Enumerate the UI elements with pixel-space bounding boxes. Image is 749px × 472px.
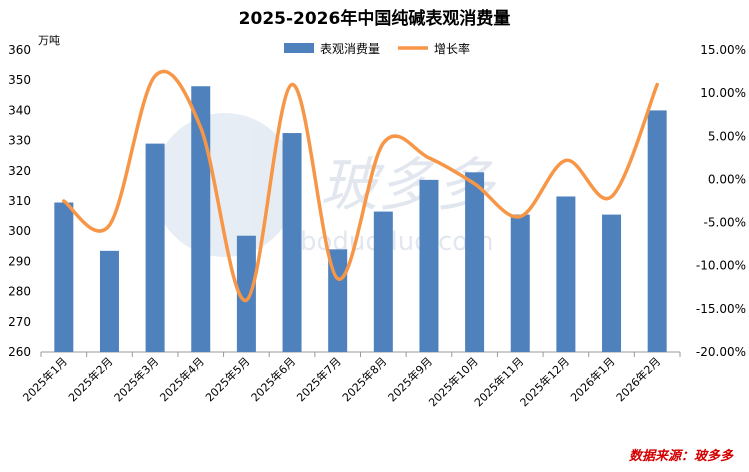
category-label: 2025年2月	[65, 354, 115, 404]
right-tick-label: 15.00%	[700, 43, 746, 57]
chart-title: 2025-2026年中国纯碱表观消费量	[238, 9, 511, 29]
right-tick-label: 5.00%	[708, 129, 746, 143]
bar	[647, 110, 667, 353]
bar	[373, 211, 393, 352]
bar	[99, 250, 119, 352]
category-label: 2025年1月	[20, 354, 70, 404]
right-tick-label: -20.00%	[696, 345, 746, 359]
bar	[465, 172, 485, 352]
bar	[54, 202, 74, 352]
legend-label-bar: 表观消费量	[320, 42, 380, 56]
right-tick-label: 0.00%	[708, 172, 746, 186]
bar	[510, 214, 530, 352]
bar	[236, 235, 256, 352]
category-label: 2025年7月	[294, 354, 344, 404]
legend-label-line: 增长率	[434, 41, 470, 56]
left-tick-label: 310	[8, 194, 31, 208]
category-label: 2025年8月	[339, 354, 389, 404]
left-tick-label: 270	[8, 315, 31, 329]
left-tick-label: 340	[8, 103, 31, 117]
right-tick-label: -10.00%	[696, 259, 746, 273]
category-label: 2026年1月	[567, 354, 617, 404]
bar	[556, 196, 576, 352]
data-source: 数据来源：玻多多	[628, 449, 733, 464]
left-tick-label: 280	[8, 285, 31, 299]
right-tick-label: -5.00%	[704, 216, 746, 230]
bar	[602, 214, 622, 352]
left-axis-unit: 万吨	[38, 34, 60, 47]
bar	[145, 143, 165, 352]
category-label: 2025年6月	[248, 354, 298, 404]
category-label: 2025年4月	[157, 354, 207, 404]
left-tick-label: 320	[8, 164, 31, 178]
category-label: 2025年12月	[517, 354, 572, 409]
growth-rate-line	[62, 69, 659, 302]
bar	[282, 133, 302, 352]
right-tick-label: 10.00%	[700, 86, 746, 100]
category-label: 2026年2月	[613, 354, 663, 404]
left-tick-label: 260	[8, 345, 31, 359]
left-tick-label: 360	[8, 43, 31, 57]
right-tick-label: -15.00%	[696, 302, 746, 316]
category-label: 2025年9月	[385, 354, 435, 404]
left-tick-label: 300	[8, 224, 31, 238]
left-tick-label: 290	[8, 254, 31, 268]
category-label: 2025年5月	[202, 354, 252, 404]
legend-swatch-bar	[284, 43, 314, 53]
bar	[419, 179, 439, 352]
bar	[191, 86, 211, 353]
left-tick-label: 350	[8, 73, 31, 87]
left-tick-label: 330	[8, 134, 31, 148]
category-label: 2025年3月	[111, 354, 161, 404]
